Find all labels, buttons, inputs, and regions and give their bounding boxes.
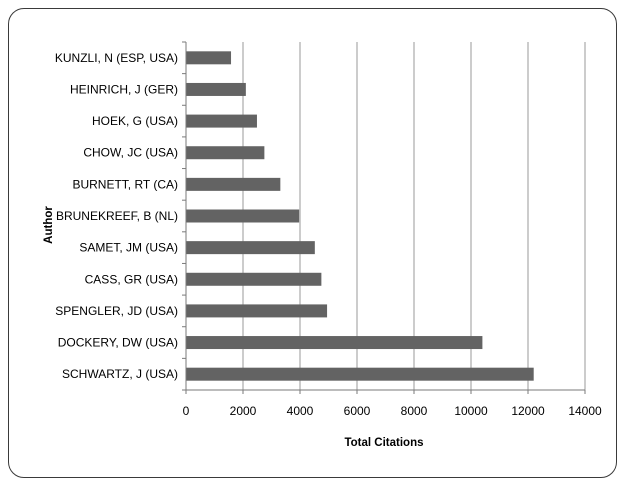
x-tick-label: 2000 xyxy=(230,404,257,418)
x-tick-labels: 0 2000 4000 6000 8000 10000 12000 14000 xyxy=(183,404,602,418)
y-tick-label: CASS, GR (USA) xyxy=(85,272,178,286)
y-tick-label: KUNZLI, N (ESP, USA) xyxy=(55,51,178,65)
x-tick-label: 6000 xyxy=(344,404,371,418)
bar xyxy=(186,114,257,128)
y-tick-label: HEINRICH, J (GER) xyxy=(70,82,178,96)
x-tick-label: 12000 xyxy=(511,404,545,418)
y-tick-label: BURNETT, RT (CA) xyxy=(72,177,178,191)
x-tick-label: 8000 xyxy=(401,404,428,418)
x-tick-label: 14000 xyxy=(568,404,602,418)
y-tick-label: CHOW, JC (USA) xyxy=(83,146,178,160)
y-tick-labels: SCHWARTZ, J (USA) DOCKERY, DW (USA) SPENGL… xyxy=(55,51,178,381)
bar-chart: SCHWARTZ, J (USA) DOCKERY, DW (USA) SPENGL… xyxy=(43,41,602,449)
bar xyxy=(186,272,322,286)
y-tick-label: HOEK, G (USA) xyxy=(92,114,178,128)
bars xyxy=(186,51,534,381)
bar xyxy=(186,209,300,223)
axes xyxy=(182,41,586,394)
bar xyxy=(186,241,315,255)
bar xyxy=(186,367,534,381)
y-tick-label: BRUNEKREEF, B (NL) xyxy=(56,209,178,223)
x-tick-label: 10000 xyxy=(454,404,488,418)
y-tick-label: SCHWARTZ, J (USA) xyxy=(62,367,178,381)
y-tick-label: DOCKERY, DW (USA) xyxy=(58,336,178,350)
bar xyxy=(186,51,232,65)
x-tick-label: 4000 xyxy=(287,404,314,418)
y-tick-label: SAMET, JM (USA) xyxy=(79,241,178,255)
y-tick-label: SPENGLER, JD (USA) xyxy=(55,304,178,318)
gridlines xyxy=(242,42,586,390)
bar xyxy=(186,146,265,160)
bar xyxy=(186,304,328,318)
bar xyxy=(186,82,246,96)
x-axis-title: Total Citations xyxy=(344,437,423,449)
y-axis-title: Author xyxy=(43,206,55,244)
x-tick-label: 0 xyxy=(183,404,190,418)
bar xyxy=(186,336,483,350)
bar xyxy=(186,177,281,191)
